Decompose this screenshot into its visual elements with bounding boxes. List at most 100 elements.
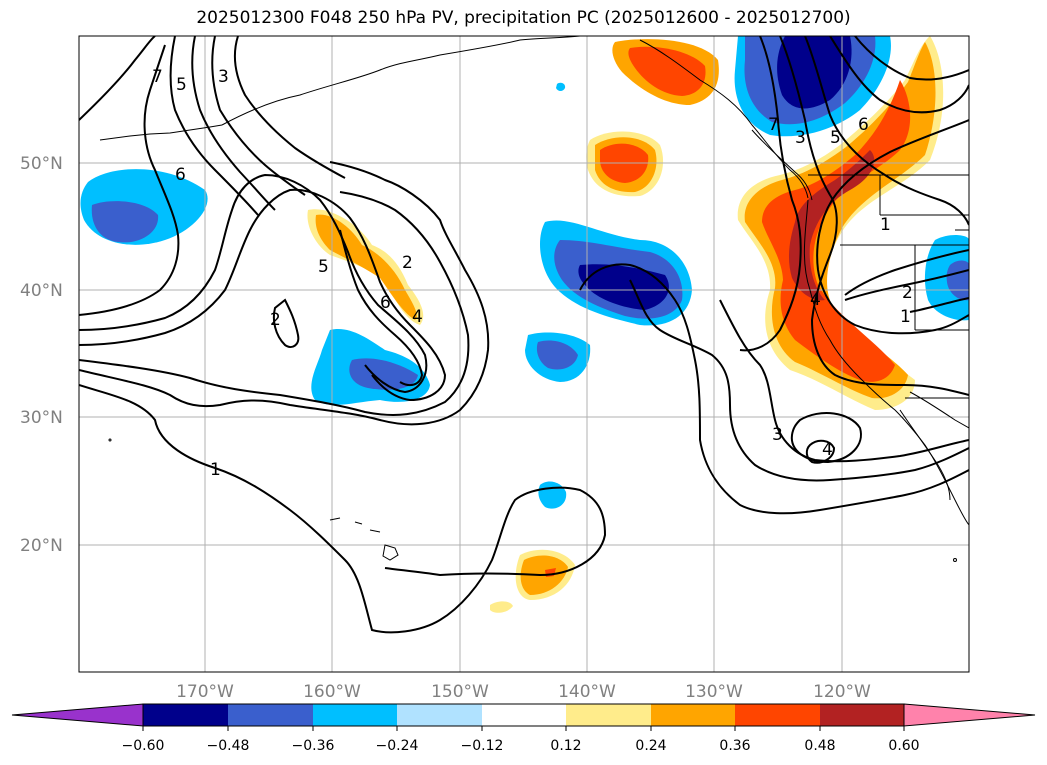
clabel-4-east: 4: [810, 290, 821, 310]
shade-neg-ne-inner: [777, 36, 852, 109]
clabel-6-west: 6: [175, 165, 186, 185]
coast-sea-cortez: [909, 391, 969, 429]
shade-pos-ne-top-inner: [628, 46, 706, 96]
cb-tick-6: 0.12: [550, 738, 581, 754]
cb-tick-7: 0.24: [635, 738, 666, 754]
cb-tick-4: −0.24: [376, 738, 419, 754]
clabel-6-east: 6: [858, 115, 869, 135]
border-states: [840, 175, 969, 331]
contour-big-east-2: [629, 279, 969, 482]
colorbar-seg-7: [651, 704, 735, 726]
cb-tick-2: −0.48: [207, 738, 250, 754]
contour-eastern-closed: [790, 412, 862, 464]
contour-eastern-closed-inner: [805, 439, 836, 464]
shade-neg-mid-inner: [578, 264, 669, 310]
clabel-1-west: 1: [210, 460, 221, 480]
lon-label-120: 120°W: [813, 682, 871, 702]
colorbar-seg-3: [313, 704, 397, 726]
coast-bc: [751, 129, 813, 201]
lat-label-20: 20°N: [20, 536, 63, 556]
contour-big-east-1: [579, 263, 969, 515]
precipitation-shading: [80, 36, 969, 613]
cb-tick-5: −0.12: [461, 738, 504, 754]
colorbar: −0.60 −0.48 −0.36 −0.24 −0.12 0.12 0.24 …: [11, 703, 1036, 754]
clabel-1-east-top: 1: [880, 215, 891, 235]
clabel-3-south: 3: [772, 425, 783, 445]
clabel-6-central: 6: [380, 293, 391, 313]
contour-west-upper: [79, 36, 156, 121]
contour-5: [79, 188, 447, 402]
cb-tick-10: 0.60: [888, 738, 919, 754]
coast-alaska: [221, 36, 581, 126]
lon-labels: 170°W 160°W 150°W 140°W 130°W 120°W: [176, 682, 871, 702]
shade-neg-west-inner: [91, 201, 159, 243]
clabel-7-east: 7: [768, 115, 779, 135]
graticule: [79, 36, 969, 672]
coast-hawaii: [329, 517, 399, 561]
contour-west-3: [191, 36, 276, 211]
colorbar-seg-1: [143, 704, 228, 726]
cb-tick-8: 0.36: [719, 738, 750, 754]
contour-west-5: [233, 36, 346, 179]
contour-west-2: [169, 36, 259, 216]
lon-label-140: 140°W: [558, 682, 616, 702]
map-frame: [78, 35, 970, 673]
contour-labels: 7 5 3 6 5 2 6 4 2 1 7 3 5 6 1 2 1 4 3 4: [152, 67, 913, 480]
shade-neg-small1-inner: [536, 340, 578, 370]
colorbar-seg-4: [397, 704, 482, 726]
pv-contours: [79, 36, 969, 634]
contour-west-4: [211, 36, 306, 196]
clabel-3-east: 3: [795, 128, 806, 148]
colorbar-seg-5: [482, 704, 566, 726]
clabel-5-west: 5: [176, 75, 187, 95]
contour-east-ridge-1: [739, 36, 802, 352]
clabel-2-west: 2: [270, 310, 281, 330]
contour-east-ridge-3: [804, 36, 969, 226]
clabel-7-west: 7: [152, 67, 163, 87]
lon-label-160: 160°W: [303, 682, 361, 702]
shade-pos-coast-dark: [788, 150, 875, 301]
contour-inner-west: [272, 298, 300, 348]
lat-labels: 50°N 40°N 30°N 20°N: [20, 154, 63, 556]
contour-2: [79, 191, 470, 416]
contour-east-ridge-5: [844, 269, 969, 301]
contour-6: [79, 173, 428, 394]
contour-east-ridge-4: [816, 119, 969, 335]
lat-label-30: 30°N: [20, 408, 63, 428]
lon-label-150: 150°W: [431, 682, 489, 702]
shade-neg-dot: [556, 82, 566, 91]
clabel-2-east: 2: [902, 283, 913, 303]
lon-label-130: 130°W: [685, 682, 743, 702]
coast-baja: [899, 409, 951, 501]
shade-pos-central-mid: [315, 214, 417, 320]
clabel-5-east: 5: [830, 128, 841, 148]
shade-pos-south-small: [490, 601, 513, 613]
map-title: 2025012300 F048 250 hPa PV, precipitatio…: [196, 8, 851, 28]
coast-us-west: [803, 199, 969, 526]
clabel-2-central: 2: [402, 253, 413, 273]
lat-label-50: 50°N: [20, 154, 63, 174]
coast-gulf-alaska: [639, 39, 809, 199]
colorbar-seg-6: [566, 704, 651, 726]
lat-label-40: 40°N: [20, 281, 63, 301]
cb-tick-1: −0.60: [122, 738, 165, 754]
coast-aleutians: [99, 124, 223, 141]
contour-east-ridge-7: [844, 249, 969, 296]
contour-central-1: [339, 229, 424, 387]
clabel-5-central: 5: [318, 257, 329, 277]
cb-tick-9: 0.48: [804, 738, 835, 754]
contour-top-arc: [829, 36, 969, 114]
clabel-3-west: 3: [218, 67, 229, 87]
clabel-4-south: 4: [822, 440, 833, 460]
contour-top-arc-2: [854, 36, 969, 81]
colorbar-frame: [142, 703, 905, 727]
clabel-4-central: 4: [412, 307, 423, 327]
coastlines: [99, 36, 969, 562]
colorbar-seg-8: [735, 704, 820, 726]
colorbar-seg-9: [820, 704, 904, 726]
colorbar-seg-2: [228, 704, 313, 726]
shade-neg-small2: [538, 481, 567, 509]
contour-east-ridge-6: [909, 297, 969, 313]
colorbar-extend-high: [903, 703, 1036, 727]
